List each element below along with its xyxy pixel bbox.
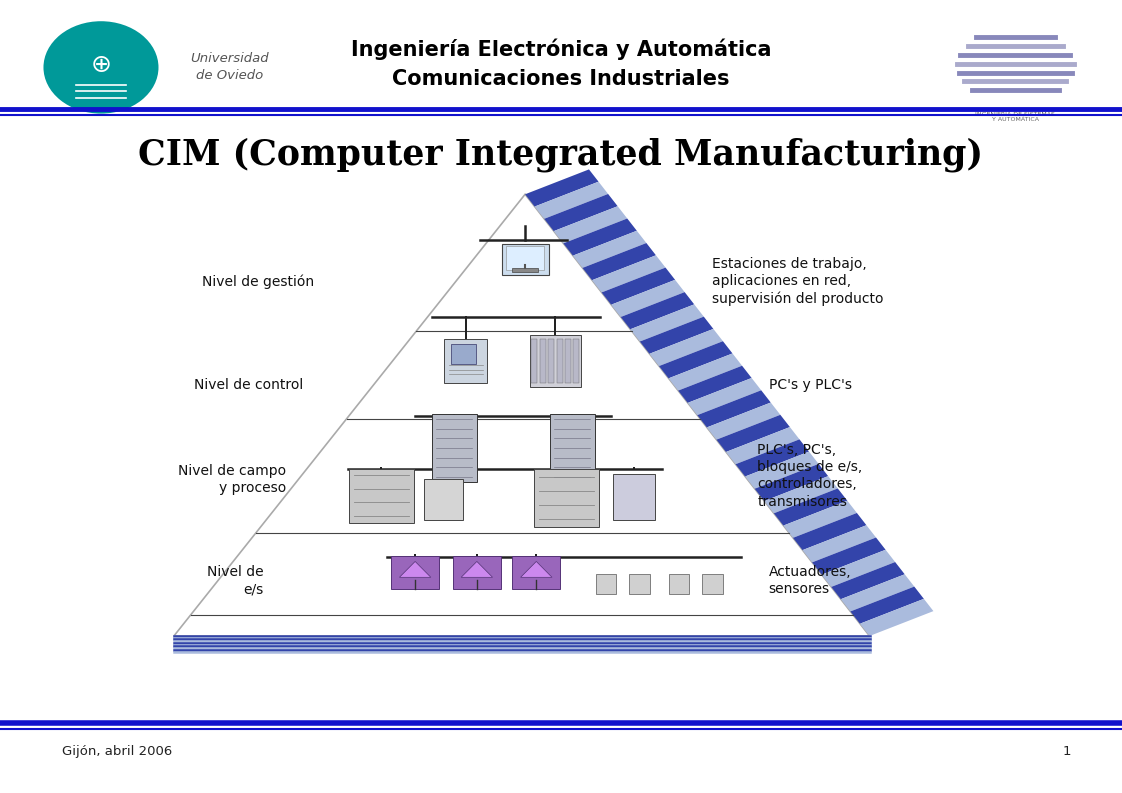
FancyBboxPatch shape <box>669 574 689 593</box>
FancyBboxPatch shape <box>349 469 414 523</box>
FancyBboxPatch shape <box>702 574 723 593</box>
FancyBboxPatch shape <box>390 556 439 589</box>
Polygon shape <box>669 354 742 391</box>
Polygon shape <box>736 439 809 477</box>
Polygon shape <box>698 390 771 427</box>
Polygon shape <box>582 243 656 280</box>
Polygon shape <box>535 182 608 219</box>
Polygon shape <box>521 561 552 577</box>
Polygon shape <box>174 636 870 653</box>
Polygon shape <box>745 451 819 488</box>
Text: CIM (Computer Integrated Manufacturing): CIM (Computer Integrated Manufacturing) <box>138 137 984 172</box>
Text: ⊕: ⊕ <box>91 53 111 77</box>
FancyBboxPatch shape <box>573 339 579 383</box>
FancyBboxPatch shape <box>432 414 477 481</box>
Ellipse shape <box>42 20 159 115</box>
Text: Gijón, abril 2006: Gijón, abril 2006 <box>62 745 172 758</box>
Polygon shape <box>764 476 838 513</box>
Text: Estaciones de trabajo,
aplicaciones en red,
supervisión del producto: Estaciones de trabajo, aplicaciones en r… <box>712 257 884 306</box>
Text: Nivel de campo
y proceso: Nivel de campo y proceso <box>178 464 286 496</box>
Text: Actuadores,
sensores: Actuadores, sensores <box>769 565 852 596</box>
Polygon shape <box>611 280 684 317</box>
FancyBboxPatch shape <box>451 344 476 364</box>
Polygon shape <box>793 513 866 550</box>
Polygon shape <box>461 561 493 577</box>
Polygon shape <box>688 378 761 416</box>
Text: Nivel de control: Nivel de control <box>194 377 303 392</box>
FancyBboxPatch shape <box>452 556 500 589</box>
FancyBboxPatch shape <box>550 414 595 481</box>
FancyBboxPatch shape <box>444 339 487 382</box>
Polygon shape <box>525 170 598 206</box>
Polygon shape <box>544 194 618 231</box>
FancyBboxPatch shape <box>512 556 560 589</box>
FancyBboxPatch shape <box>532 339 537 383</box>
Polygon shape <box>554 206 627 243</box>
Polygon shape <box>174 194 870 636</box>
Polygon shape <box>802 525 876 562</box>
FancyBboxPatch shape <box>596 574 616 593</box>
Text: PC's y PLC's: PC's y PLC's <box>769 377 852 392</box>
Polygon shape <box>850 587 923 624</box>
Polygon shape <box>726 427 800 464</box>
Polygon shape <box>650 329 723 366</box>
FancyBboxPatch shape <box>534 469 599 527</box>
Polygon shape <box>840 574 914 611</box>
Polygon shape <box>601 267 675 305</box>
Polygon shape <box>774 488 847 526</box>
Text: Nivel de gestión: Nivel de gestión <box>202 274 314 289</box>
Polygon shape <box>678 366 752 403</box>
FancyBboxPatch shape <box>530 335 581 386</box>
Text: PLC's, PC's,
bloques de e/s,
controladores,
transmisores: PLC's, PC's, bloques de e/s, controlador… <box>757 442 863 509</box>
Polygon shape <box>573 231 646 268</box>
Polygon shape <box>640 316 714 354</box>
Polygon shape <box>399 561 431 577</box>
Polygon shape <box>563 219 637 255</box>
Polygon shape <box>707 403 780 439</box>
Polygon shape <box>755 464 828 501</box>
Polygon shape <box>717 415 790 452</box>
Text: Ingeniería Electrónica y Automática: Ingeniería Electrónica y Automática <box>351 38 771 60</box>
Polygon shape <box>859 599 934 636</box>
Polygon shape <box>812 538 885 575</box>
FancyBboxPatch shape <box>424 479 462 520</box>
FancyBboxPatch shape <box>502 244 549 275</box>
Text: 1: 1 <box>1063 745 1072 758</box>
Polygon shape <box>783 500 857 538</box>
FancyBboxPatch shape <box>629 574 650 593</box>
FancyBboxPatch shape <box>613 474 655 520</box>
Polygon shape <box>821 550 895 587</box>
FancyBboxPatch shape <box>540 339 545 383</box>
FancyBboxPatch shape <box>506 247 544 270</box>
Text: Comunicaciones Industriales: Comunicaciones Industriales <box>393 69 729 90</box>
Text: Universidad
de Oviedo: Universidad de Oviedo <box>191 52 269 82</box>
FancyBboxPatch shape <box>549 339 554 383</box>
Text: Nivel de
e/s: Nivel de e/s <box>208 565 264 596</box>
Polygon shape <box>831 562 904 600</box>
Polygon shape <box>631 305 703 342</box>
FancyBboxPatch shape <box>512 268 539 272</box>
Polygon shape <box>592 255 665 293</box>
FancyBboxPatch shape <box>557 339 562 383</box>
FancyBboxPatch shape <box>565 339 571 383</box>
Polygon shape <box>659 341 733 378</box>
Polygon shape <box>620 292 695 329</box>
